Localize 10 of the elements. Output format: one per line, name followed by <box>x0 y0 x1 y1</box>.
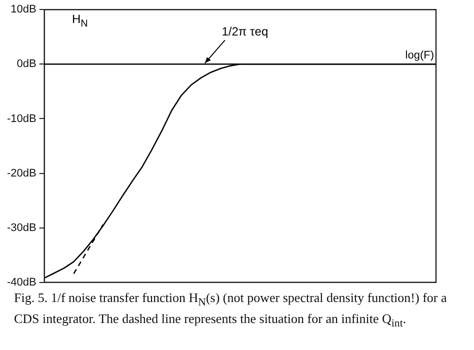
y-tick-label: -30dB <box>6 222 36 234</box>
y-tick-label: -20dB <box>6 167 36 180</box>
y-axis-title: H$_{N}$ <box>72 12 88 30</box>
y-tick-label: -10dB <box>6 112 36 125</box>
x-axis-title: log(F) <box>405 50 434 62</box>
y-tick-label: 10dB <box>10 4 36 16</box>
y-tick-label: -40dB <box>6 276 36 288</box>
caption: Fig. 5. 1/f noise transfer function H$_{N}$(s) (not power spectral density function!) for a CDS integrator. The dashed line represents the situation for an infinite Q$_{int}$. <box>14 290 448 332</box>
annotation: 1/2π τeq <box>222 24 268 38</box>
y-tick-label: 0dB <box>16 58 36 70</box>
